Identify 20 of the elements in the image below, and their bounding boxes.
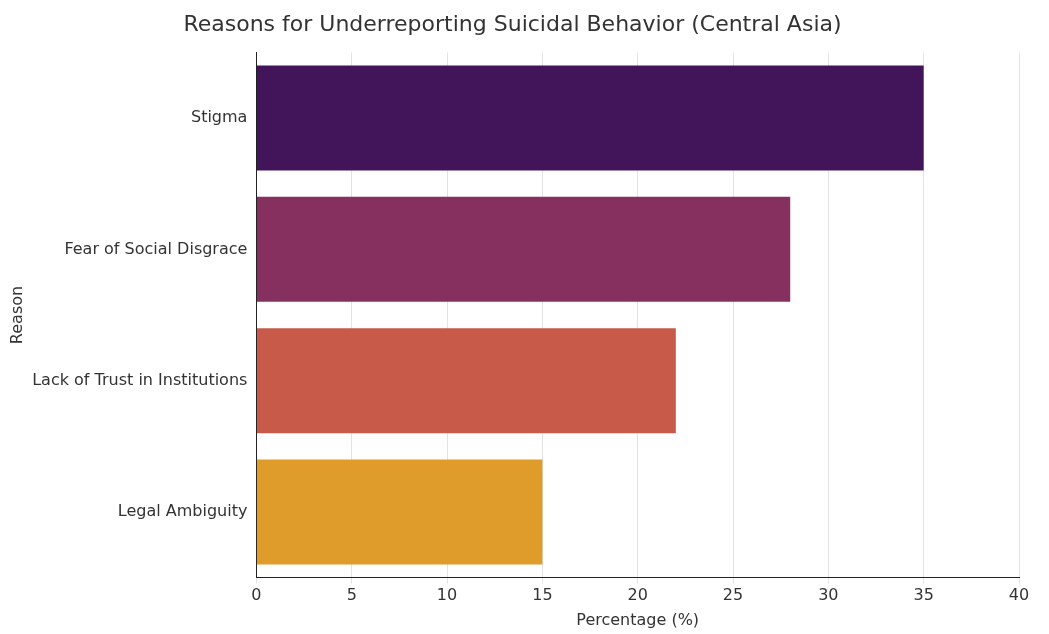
bar — [256, 65, 924, 171]
x-axis-title: Percentage (%) — [576, 609, 700, 629]
x-tick-label: 35 — [913, 585, 934, 605]
x-tick-label: 0 — [251, 585, 262, 605]
x-tick-label: 15 — [532, 585, 553, 605]
y-tick-label: Stigma — [190, 107, 248, 127]
x-tick-label: 20 — [627, 585, 648, 605]
chart-title: Reasons for Underreporting Suicidal Behavior (Central Asia) — [183, 10, 842, 36]
y-tick-label: Legal Ambiguity — [117, 501, 248, 521]
x-tick-label: 30 — [818, 585, 839, 605]
y-tick-label: Fear of Social Disgrace — [64, 238, 248, 258]
bar — [256, 196, 791, 302]
x-tick-label: 25 — [722, 585, 744, 605]
bar — [256, 328, 676, 434]
x-tick-label: 10 — [436, 585, 458, 605]
y-axis-title: Reason — [6, 285, 26, 345]
y-tick-label: Lack of Trust in Institutions — [32, 369, 248, 389]
bar — [256, 459, 543, 565]
x-tick-label: 40 — [1008, 585, 1030, 605]
x-tick-label: 5 — [346, 585, 357, 605]
